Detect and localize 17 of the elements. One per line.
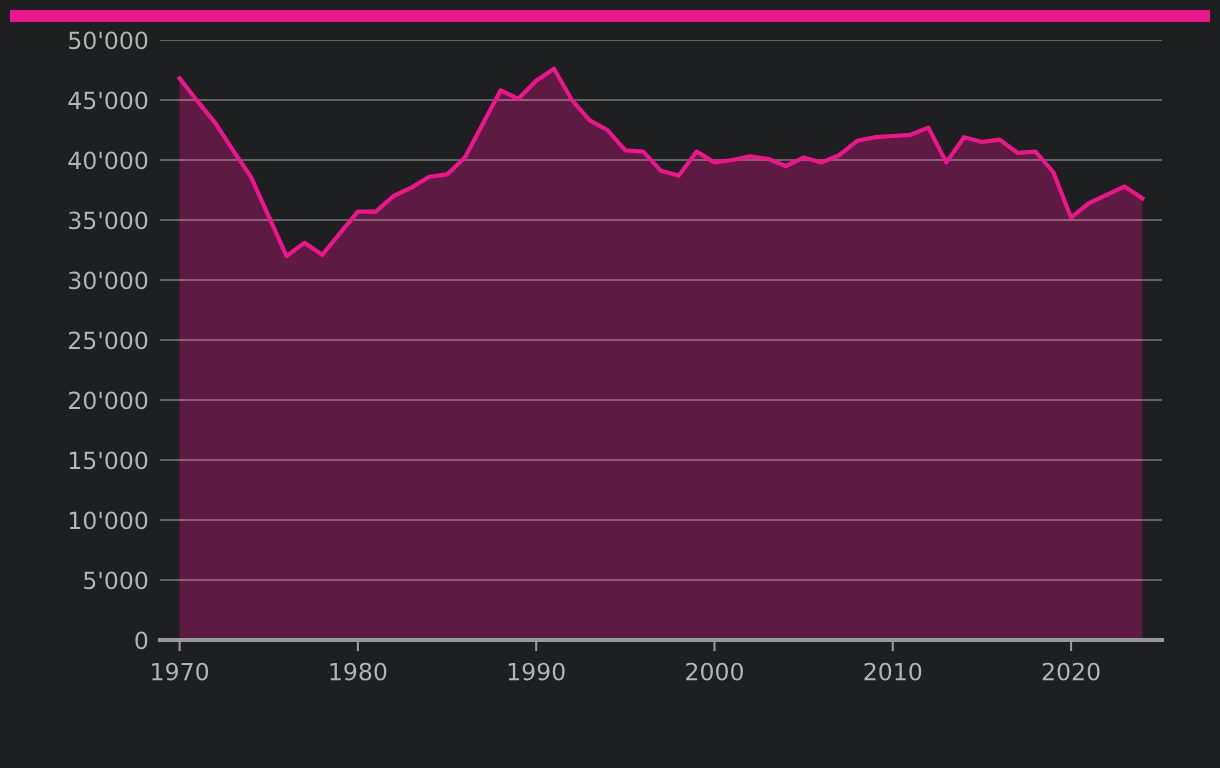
- y-tick-label: 40'000: [68, 151, 148, 170]
- y-tick-label: 50'000: [69, 31, 148, 50]
- x-tick-label: 2020: [1042, 662, 1100, 681]
- y-tick-label: 30'000: [69, 271, 148, 290]
- y-tick-label: 15'000: [69, 451, 148, 470]
- x-tick-label: 1980: [330, 662, 387, 681]
- x-tick-label: 1970: [152, 662, 209, 681]
- x-tick-label: 2010: [864, 662, 922, 681]
- y-tick-label: 20'000: [69, 391, 148, 410]
- x-tick-label: 2000: [686, 662, 743, 681]
- y-tick-label: 35'000: [69, 211, 148, 230]
- y-tick-label: 5'000: [84, 571, 148, 590]
- x-tick-label: 1990: [508, 662, 565, 681]
- y-tick-label: 25'000: [69, 331, 148, 350]
- y-tick-label: 0: [135, 631, 148, 650]
- y-tick-label: 45'000: [68, 91, 148, 110]
- y-tick-label: 10'000: [69, 511, 148, 530]
